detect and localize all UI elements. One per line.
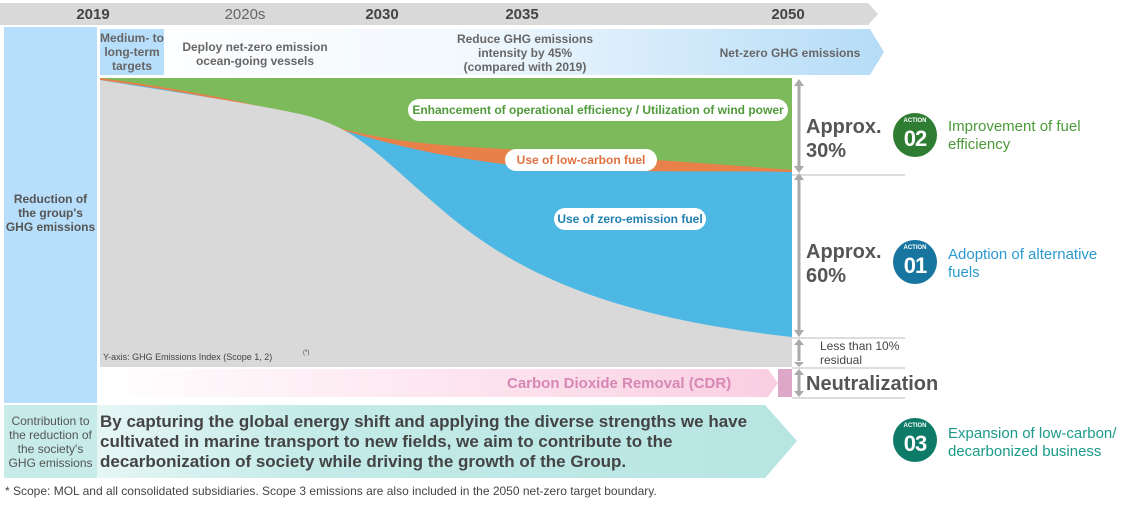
society-label-panel — [4, 405, 97, 478]
pill-zero-emission-fuel: Use of zero-emission fuel — [554, 208, 706, 230]
action-03-number: 03 — [903, 431, 927, 456]
cdr-label: Carbon Dioxide Removal (CDR) — [507, 375, 732, 392]
gray-area — [100, 80, 792, 367]
share-brackets — [792, 79, 905, 399]
society-label: Contribution to the reduction of the soc… — [8, 414, 93, 470]
targets-arrow — [100, 29, 884, 75]
target-vessels: Deploy net-zero emission ocean-going ves… — [182, 40, 328, 68]
action-02-number: 02 — [903, 126, 927, 151]
share-residual: Less than 10% residual — [820, 339, 900, 367]
year-2020s: 2020s — [224, 6, 266, 23]
action-01-tag: ACTION — [903, 245, 927, 251]
society-arrow — [97, 405, 797, 478]
timeline-bar — [0, 3, 878, 25]
action-02-label: Improvement of fuel efficiency — [948, 118, 1081, 153]
pill-operational-efficiency: Enhancement of operational efficiency / … — [408, 99, 788, 121]
footnote: * Scope: MOL and all consolidated subsid… — [5, 484, 657, 498]
year-2030: 2030 — [365, 6, 399, 23]
year-2019: 2019 — [76, 6, 110, 23]
target-2050: Net-zero GHG emissions — [719, 46, 861, 60]
group-label-panel — [4, 27, 97, 403]
target-2035: Reduce GHG emissions intensity by 45% (c… — [456, 32, 594, 74]
year-2035: 2035 — [505, 6, 539, 23]
action-03-label: Expansion of low-carbon/ decarbonized bu… — [948, 425, 1117, 460]
share-approx-60: Approx. 60% — [806, 241, 882, 287]
targets-label: Medium- to long-term targets — [100, 31, 164, 73]
action-02-badge — [893, 113, 937, 157]
action-01-badge — [893, 240, 937, 284]
action-01-label: Adoption of alternative fuels — [948, 246, 1098, 281]
pill-low-carbon-fuel: Use of low-carbon fuel — [505, 149, 657, 171]
group-label: Reduction of the group's GHG emissions — [5, 192, 96, 234]
year-2050: 2050 — [771, 6, 805, 23]
y-axis-note-sup: (*) — [303, 350, 310, 356]
targets-label-box — [100, 29, 164, 75]
action-03-badge — [893, 418, 937, 462]
action-02-tag: ACTION — [903, 118, 927, 124]
neutralization-label: Neutralization — [806, 373, 939, 395]
action-01-number: 01 — [903, 253, 927, 278]
share-approx-30: Approx. 30% — [806, 116, 882, 162]
y-axis-note: Y-axis: GHG Emissions Index (Scope 1, 2) — [103, 352, 273, 362]
action-03-tag: ACTION — [903, 423, 927, 429]
society-statement: By capturing the global energy shift and… — [100, 412, 748, 471]
cdr-arrow — [100, 369, 792, 397]
